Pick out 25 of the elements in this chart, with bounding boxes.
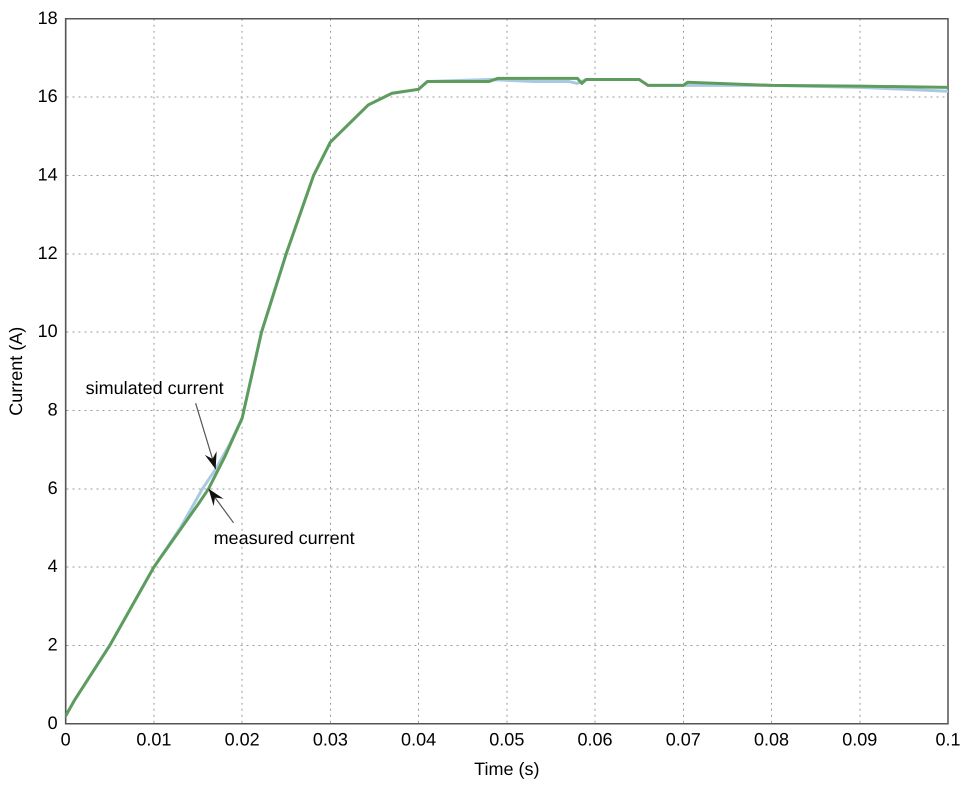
x-axis-title: Time (s): [474, 759, 540, 780]
x-tick-label: 0.07: [666, 730, 701, 750]
y-tick-label: 8: [48, 399, 58, 420]
y-tick-label: 10: [38, 321, 58, 342]
y-tick-label: 14: [38, 164, 58, 184]
x-tick-label: 0.06: [578, 730, 613, 750]
annotation: measured current: [214, 528, 355, 548]
x-tick-label: 0.03: [312, 730, 348, 750]
y-tick-label: 18: [38, 8, 58, 28]
x-tick-label: 0: [60, 730, 71, 750]
x-tick-label: 0.05: [489, 730, 524, 750]
y-tick-label: 6: [48, 478, 58, 498]
y-tick-label: 2: [48, 634, 58, 654]
x-tick-label: 0.02: [224, 730, 260, 750]
x-tick-label: 0.08: [754, 730, 790, 750]
annotation: simulated current: [86, 378, 224, 398]
y-tick-label: 4: [48, 556, 58, 576]
y-axis-title: Current (A): [6, 326, 26, 416]
x-tick-label: 0.09: [842, 730, 878, 750]
y-tick-label: 0: [48, 712, 58, 733]
y-tick-label: 16: [38, 86, 58, 106]
y-tick-label: 12: [38, 242, 58, 263]
x-tick-label: 0.04: [401, 730, 436, 750]
x-tick-label: 0.01: [136, 730, 172, 750]
x-tick-label: 0.1: [935, 730, 961, 750]
